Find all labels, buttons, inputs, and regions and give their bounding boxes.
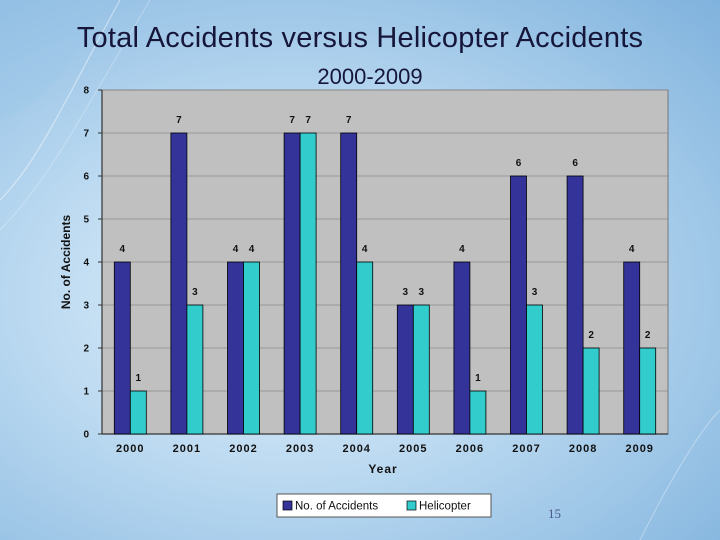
bar-total-accidents xyxy=(340,132,358,435)
y-tick-label: 6 xyxy=(83,172,89,183)
x-tick-label: 2003 xyxy=(286,443,314,455)
data-label: 4 xyxy=(459,244,465,255)
bar-total-accidents xyxy=(396,304,414,435)
bar-helicopter-accidents xyxy=(186,304,204,435)
y-tick-label: 4 xyxy=(83,258,89,269)
legend-label-total: No. of Accidents xyxy=(295,501,378,513)
y-tick-label: 3 xyxy=(83,301,89,312)
legend-label-helicopter: Helicopter xyxy=(419,501,471,513)
bar-total-accidents xyxy=(283,132,301,435)
data-label: 4 xyxy=(249,244,255,255)
bar-total-accidents xyxy=(453,261,471,435)
x-axis-label: Year xyxy=(368,462,397,476)
slide-title: Total Accidents versus Helicopter Accide… xyxy=(76,22,644,54)
y-tick-label: 1 xyxy=(83,387,89,398)
page-number: 15 xyxy=(548,506,561,521)
data-label: 4 xyxy=(233,244,239,255)
bar-helicopter-accidents xyxy=(639,347,657,435)
data-label: 1 xyxy=(475,373,481,384)
y-tick-label: 0 xyxy=(83,430,89,441)
data-label: 3 xyxy=(192,287,198,298)
x-tick-label: 2002 xyxy=(229,443,257,455)
y-axis-label: No. of Accidents xyxy=(59,215,73,310)
data-label: 7 xyxy=(289,115,295,126)
y-tick-label: 5 xyxy=(83,215,89,226)
bar-helicopter-accidents xyxy=(526,304,543,435)
bar-total-accidents xyxy=(623,261,641,435)
data-label: 7 xyxy=(176,115,182,126)
slide-subtitle: 2000-2009 xyxy=(317,64,423,89)
data-label: 3 xyxy=(419,287,425,298)
data-label: 2 xyxy=(588,330,594,341)
bar-total-accidents xyxy=(566,175,584,435)
data-label: 6 xyxy=(572,158,578,169)
bar-helicopter-accidents xyxy=(129,390,147,435)
y-tick-label: 7 xyxy=(83,129,89,140)
bar-helicopter-accidents xyxy=(243,261,260,435)
data-label: 3 xyxy=(532,287,538,298)
data-label: 7 xyxy=(305,115,311,126)
data-label: 1 xyxy=(136,373,142,384)
bar-helicopter-accidents xyxy=(469,390,487,435)
bar-total-accidents xyxy=(510,175,527,435)
x-tick-label: 2005 xyxy=(399,443,427,455)
x-tick-label: 2001 xyxy=(173,443,201,455)
y-tick-label: 2 xyxy=(83,344,89,355)
x-tick-label: 2007 xyxy=(512,443,540,455)
bar-total-accidents xyxy=(113,261,131,435)
legend: No. of Accidents Helicopter xyxy=(276,493,492,518)
bar-total-accidents xyxy=(170,132,188,435)
bar-helicopter-accidents xyxy=(299,132,317,435)
bar-helicopter-accidents xyxy=(412,304,430,435)
bar-helicopter-accidents xyxy=(356,261,374,435)
legend-swatch-helicopter xyxy=(406,500,417,511)
legend-swatch-total xyxy=(282,500,293,511)
bar-total-accidents xyxy=(227,261,244,435)
data-label: 4 xyxy=(120,244,126,255)
data-label: 6 xyxy=(516,158,522,169)
data-label: 3 xyxy=(403,287,409,298)
y-tick-label: 8 xyxy=(83,86,89,97)
x-tick-label: 2004 xyxy=(342,443,370,455)
x-tick-label: 2000 xyxy=(116,443,144,455)
x-tick-label: 2006 xyxy=(456,443,484,455)
legend-box xyxy=(276,493,492,518)
data-label: 4 xyxy=(362,244,368,255)
data-label: 7 xyxy=(346,115,352,126)
data-label: 4 xyxy=(629,244,635,255)
x-tick-label: 2009 xyxy=(625,443,653,455)
data-label: 2 xyxy=(645,330,651,341)
x-tick-label: 2008 xyxy=(569,443,597,455)
bar-helicopter-accidents xyxy=(582,347,600,435)
